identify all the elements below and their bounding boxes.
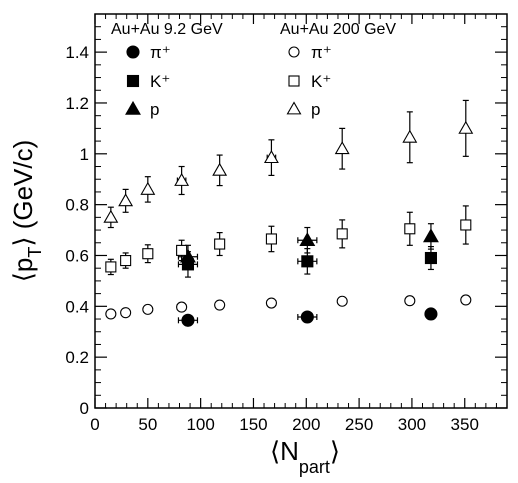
legend-entry-label: K⁺: [150, 72, 170, 91]
y-tick-label: 1: [80, 145, 89, 164]
x-axis-title-close: ⟩: [330, 436, 340, 466]
data-point-9gev-triangle: [422, 228, 439, 243]
data-point-200gev-square: [214, 238, 226, 250]
x-tick-label: 200: [292, 415, 320, 434]
data-point-200gev-square: [460, 219, 472, 231]
data-point-200gev-square: [142, 248, 154, 260]
data-point-200gev-triangle: [118, 193, 134, 207]
x-axis-title-sub: part: [299, 457, 330, 477]
y-axis-title-main: ⟨p: [8, 258, 38, 283]
data-point-200gev-circle: [404, 295, 416, 307]
data-point-200gev-triangle: [458, 120, 474, 134]
y-tick-label: 0: [80, 399, 89, 418]
data-point-200gev-circle: [265, 297, 277, 309]
data-point-9gev-circle: [181, 313, 195, 327]
legend-marker-triangle: [125, 100, 141, 115]
data-point-200gev-square: [176, 244, 188, 256]
legend-marker-square: [126, 74, 140, 88]
data-point-200gev-square: [404, 223, 416, 235]
legend-entry-label: π⁺: [311, 43, 332, 62]
plot-frame: [94, 13, 508, 409]
data-point-9gev-circle: [424, 307, 438, 321]
data-point-200gev-triangle: [402, 129, 418, 143]
legend-group-title: Au+Au 200 GeV: [280, 21, 396, 38]
y-tick-label: 0.2: [65, 348, 89, 367]
legend-marker-square: [288, 75, 300, 87]
data-point-9gev-circle: [300, 310, 314, 324]
legend-entry-label: p: [150, 100, 159, 119]
y-tick-label: 0.4: [65, 297, 89, 316]
x-tick-label: 0: [90, 415, 99, 434]
data-point-200gev-circle: [336, 295, 348, 307]
data-point-200gev-triangle: [263, 150, 279, 164]
data-point-200gev-square: [105, 261, 117, 273]
y-axis-title: ⟨pT⟩ (GeV/c): [8, 140, 45, 283]
legend-entry-label: p: [311, 100, 320, 119]
axis-ticks: 0 50 100 150 200 250 300 350 0 0.2 0.4 0.6 0.8 1 1.2 1.…: [65, 14, 507, 434]
legend-entry-label: π⁺: [150, 43, 171, 62]
data-point-200gev-circle: [176, 301, 188, 313]
x-axis-title: ⟨Npart⟩: [270, 436, 340, 477]
x-tick-label: 100: [186, 415, 214, 434]
legend-entry-label: K⁺: [311, 72, 331, 91]
legend-marker-triangle: [286, 101, 302, 115]
data-point-200gev-circle: [120, 307, 132, 319]
data-point-200gev-square: [265, 233, 277, 245]
data-point-200gev-square: [336, 228, 348, 240]
data-point-200gev-circle: [460, 294, 472, 306]
y-axis-title-sub: T: [25, 247, 45, 258]
y-tick-label: 1.4: [65, 43, 89, 62]
y-tick-label: 0.6: [65, 246, 89, 265]
data-point-200gev-square: [120, 255, 132, 267]
y-axis-title-rest: ⟩ (GeV/c): [8, 140, 38, 247]
legend-marker-circle: [288, 46, 300, 58]
data-point-200gev-triangle: [174, 172, 190, 186]
x-tick-label: 250: [345, 415, 373, 434]
x-tick-label: 350: [451, 415, 479, 434]
legend-group-title: Au+Au 9.2 GeV: [111, 21, 223, 38]
x-tick-label: 50: [138, 415, 157, 434]
data-point-200gev-triangle: [103, 209, 119, 223]
data-point-200gev-triangle: [212, 162, 228, 176]
data-point-9gev-triangle: [299, 232, 316, 247]
y-tick-label: 0.8: [65, 196, 89, 215]
data-point-9gev-square: [424, 251, 437, 265]
x-tick-label: 300: [398, 415, 426, 434]
data-point-200gev-circle: [105, 308, 117, 320]
data-point-200gev-circle: [142, 303, 154, 315]
data-marks: [103, 99, 474, 327]
x-tick-label: 150: [239, 415, 267, 434]
data-point-200gev-triangle: [334, 141, 350, 155]
x-axis-title-main: ⟨N: [270, 436, 299, 466]
data-point-9gev-square: [301, 255, 314, 268]
data-point-200gev-triangle: [140, 181, 156, 195]
y-tick-label: 1.2: [65, 94, 89, 113]
legend: Au+Au 9.2 GeV π⁺ K⁺ p Au+Au 200 GeV π⁺ K⁺ p: [111, 21, 396, 119]
data-point-200gev-circle: [214, 299, 226, 311]
legend-marker-circle: [126, 45, 140, 59]
